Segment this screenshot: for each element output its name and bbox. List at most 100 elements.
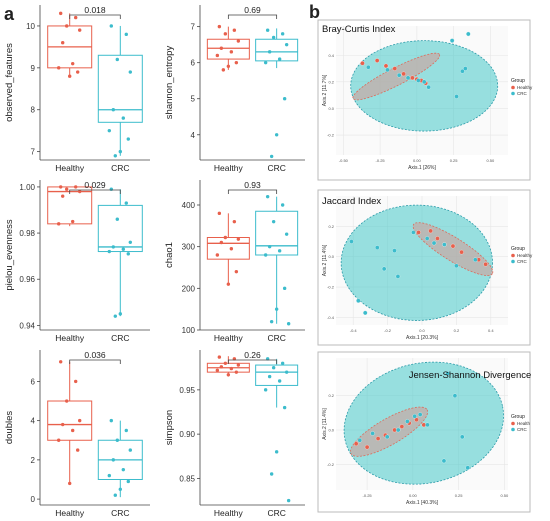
y-tick-label: 9 (31, 64, 36, 73)
data-point (263, 253, 268, 257)
data-point (215, 368, 220, 373)
point-crc (473, 257, 478, 262)
data-point (71, 428, 75, 433)
data-point (57, 438, 61, 442)
pcoa-plot-1: -0.50 -0.25 0.00 0.25 0.50 -0.2 0.0 0.2 0.4 Axis.… (317, 19, 533, 181)
data-point (215, 253, 220, 257)
data-point (217, 211, 222, 216)
boxplot-chao1: 100 200 300 400 chao1 Healthy CRC 0.93 (164, 180, 305, 343)
point-crc (452, 393, 458, 398)
data-point (78, 28, 82, 32)
point-crc (392, 248, 397, 253)
legend-marker (511, 427, 515, 432)
x-category-label: CRC (111, 163, 129, 173)
data-point (128, 70, 132, 74)
pcoa-plot-2: -0.4 -0.2 0.0 0.2 0.4 -0.4 -0.2 0.0 0.2 Axis.1 [2… (317, 189, 533, 346)
y-tick-label: 4 (31, 417, 36, 426)
data-point (121, 116, 126, 120)
data-point (229, 247, 234, 251)
boxplot-doubles: 0 2 4 6 doubles Healthy CRC 0.036 (4, 350, 150, 518)
data-point (124, 428, 128, 433)
data-point (236, 39, 241, 43)
data-point (71, 61, 75, 66)
x-category-label: CRC (111, 333, 129, 343)
data-point (217, 355, 222, 359)
confidence-ellipse-0 (352, 52, 441, 101)
x-tick-label: -0.25 (363, 493, 373, 498)
boxplot-pielou_evenness: 0.94 0.96 0.98 1.00 pielou_evenness Healthy CR… (4, 180, 150, 343)
point-healthy (483, 262, 488, 267)
point-healthy (428, 228, 433, 234)
data-point (74, 185, 78, 189)
point-healthy (383, 63, 389, 69)
y-tick-label: 5 (191, 95, 196, 104)
point-health (364, 444, 370, 450)
data-point (57, 66, 61, 70)
confidence-ellipse-0 (350, 406, 429, 457)
y-axis-label: chao1 (164, 242, 175, 268)
y-tick-label: 0.2 (328, 79, 334, 84)
data-point (111, 458, 116, 462)
point-health (375, 436, 381, 441)
data-point (282, 286, 287, 291)
y-tick-label: 0.2 (328, 393, 334, 398)
data-point (280, 32, 285, 36)
significance-bracket (227, 14, 278, 19)
panel-b-label: b (309, 2, 320, 22)
legend-marker (511, 259, 515, 264)
data-point (113, 154, 118, 158)
data-point (267, 374, 272, 379)
x-tick-label: -0.4 (350, 328, 358, 333)
point-crc (454, 263, 459, 269)
data-point (113, 493, 118, 497)
box-crc (97, 54, 143, 123)
point-crc (362, 310, 368, 316)
legend-marker (511, 253, 515, 258)
data-point (271, 219, 276, 224)
data-point (109, 187, 114, 191)
x-tick-label: 0.50 (500, 493, 509, 498)
data-point (229, 366, 234, 371)
data-point (223, 32, 228, 36)
y-tick-label: 2 (31, 456, 36, 465)
data-point (118, 312, 123, 316)
legend-title: Group (511, 414, 525, 420)
legend-marker (511, 421, 515, 426)
point-crc (425, 422, 430, 428)
significance-bracket (69, 359, 121, 364)
data-point (271, 366, 276, 370)
y-tick-label: 0.0 (328, 254, 334, 259)
x-tick-label: -0.25 (376, 158, 386, 163)
y-tick-label: 100 (182, 326, 196, 335)
y-tick-label: 300 (182, 243, 196, 252)
y-tick-label: 400 (182, 201, 196, 210)
data-point (277, 249, 282, 253)
point-crc (411, 230, 416, 235)
point-crc (466, 31, 471, 37)
y-tick-label: 0.2 (328, 224, 334, 229)
point-crc (465, 465, 470, 470)
data-point (61, 194, 65, 198)
y-tick-label: -0.2 (327, 462, 335, 467)
y-tick-label: 6 (191, 59, 196, 68)
point-healthy (401, 71, 406, 77)
data-point (61, 41, 65, 45)
point-healthy (360, 60, 365, 66)
data-point (74, 379, 78, 384)
data-point (269, 319, 274, 324)
data-point (107, 249, 112, 254)
point-crc (460, 68, 465, 74)
data-point (217, 24, 222, 29)
legend-entry: CRC (517, 259, 527, 264)
data-point (267, 50, 272, 54)
data-point (277, 379, 282, 383)
plot-title: Jaccard Index (322, 196, 381, 207)
data-point (232, 219, 237, 224)
overlap-shade (413, 222, 493, 276)
data-point (284, 232, 289, 236)
point-crc (370, 431, 375, 436)
y-axis-label: pielou_evenness (4, 219, 15, 291)
data-point (271, 35, 276, 40)
data-point (280, 361, 285, 365)
y-tick-label: 0.94 (19, 321, 35, 330)
